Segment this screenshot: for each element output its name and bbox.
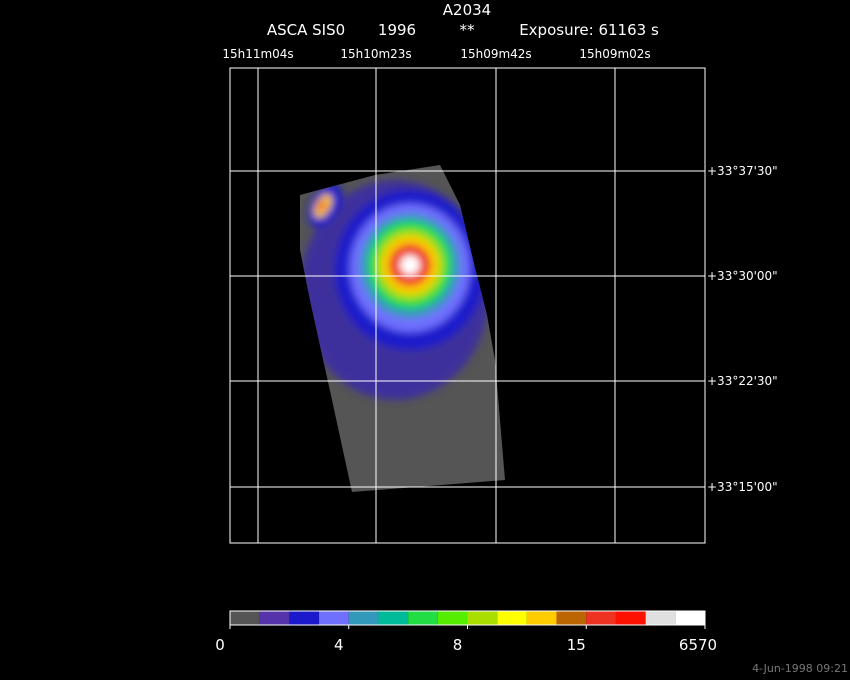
colorbar-swatch [259,611,290,625]
colorbar-swatch [437,611,468,625]
colorbar-tick-label: 15 [567,636,586,654]
colorbar-tick-label: 4 [334,636,344,654]
colorbar-swatch [230,611,260,625]
dec-label: +33°15'00" [707,480,778,494]
colorbar-swatch [615,611,646,625]
ra-label: 15h09m42s [460,47,531,61]
colorbar-swatch [675,611,705,625]
ra-labels: 15h11m04s 15h10m23s 15h09m42s 15h09m02s [222,47,650,61]
image [300,165,505,492]
colorbar-swatch [378,611,409,625]
colorbar-swatch [526,611,557,625]
title: A2034 [443,1,491,19]
instrument: ASCA SIS0 [267,21,345,39]
timestamp: 4-Jun-1998 09:21 [752,662,848,675]
colorbar-swatch [645,611,676,625]
colorbar-swatch [556,611,587,625]
emission [300,180,490,400]
colorbar-swatch [348,611,379,625]
colorbar-swatch [467,611,498,625]
colorbar-tick-label: 8 [453,636,463,654]
colorbar-tick-label: 0 [215,636,225,654]
frame [229,67,706,544]
flag: ** [460,21,476,39]
colorbar: 0 4 8 15 6570 [215,610,717,654]
year: 1996 [378,21,416,39]
colorbar-swatch [586,611,616,625]
ra-label: 15h09m02s [579,47,650,61]
dec-label: +33°30'00" [707,269,778,283]
dec-labels: +33°37'30" +33°30'00" +33°22'30" +33°15'00" [707,164,778,494]
dec-label: +33°37'30" [707,164,778,178]
ra-label: 15h10m23s [340,47,411,61]
dec-label: +33°22'30" [707,374,778,388]
exposure: Exposure: 61163 s [519,21,659,39]
colorbar-swatch [319,611,349,625]
colorbar-swatch [408,611,438,625]
coordinate-grid [229,67,706,544]
colorbar-swatch [497,611,527,625]
colorbar-swatch [289,611,320,625]
ra-label: 15h11m04s [222,47,293,61]
colorbar-tick-label: 6570 [679,636,717,654]
